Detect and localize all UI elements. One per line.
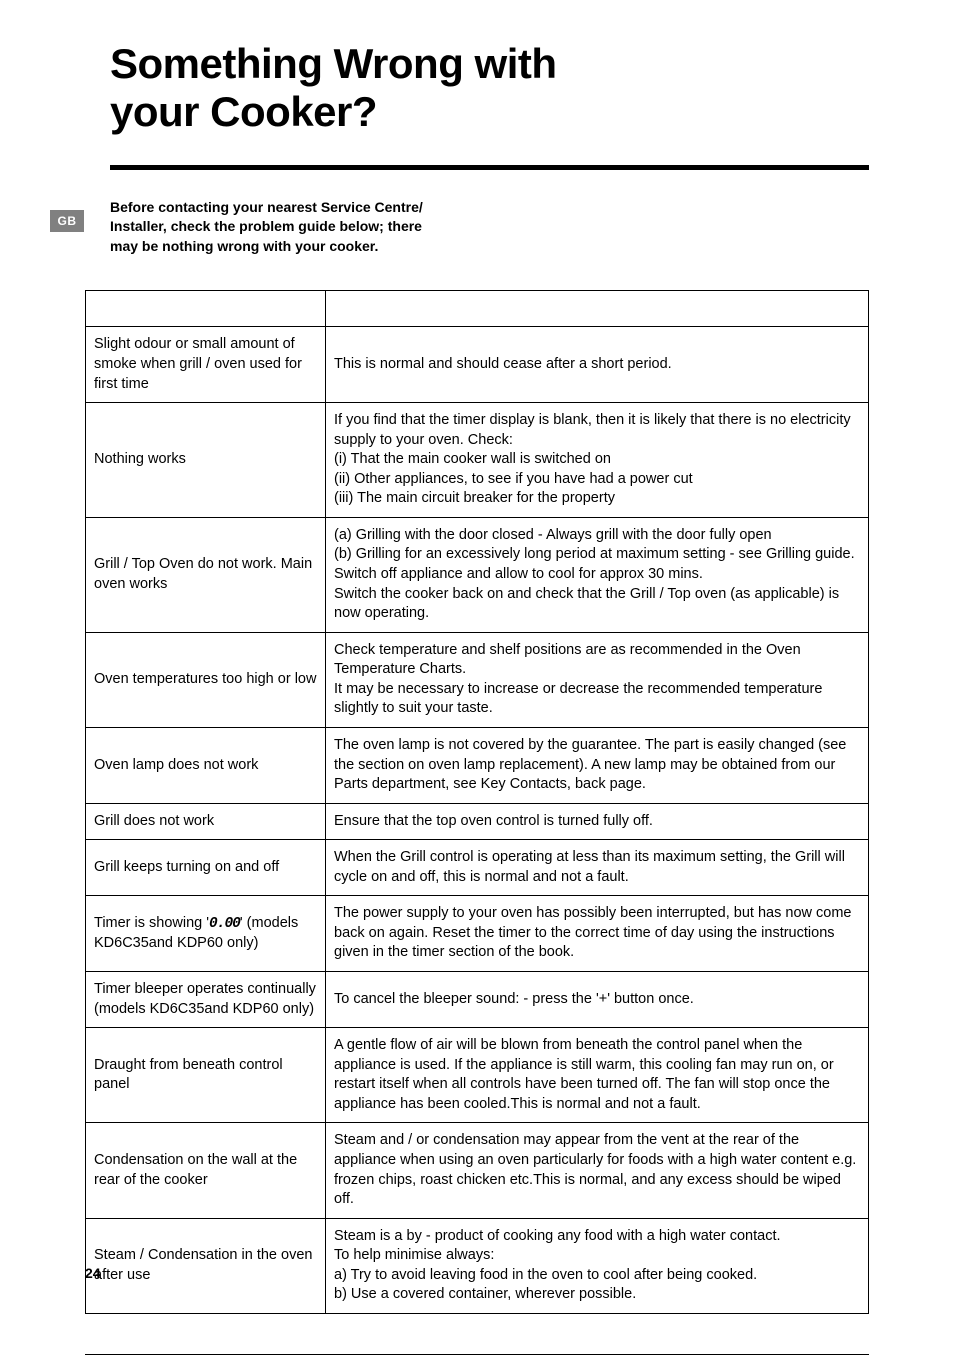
table-row: Grill does not workEnsure that the top o… bbox=[86, 803, 869, 840]
solution-cell: (a) Grilling with the door closed - Alwa… bbox=[326, 517, 869, 632]
problem-cell: Grill / Top Oven do not work. Main oven … bbox=[86, 517, 326, 632]
table-row: Nothing worksIf you find that the timer … bbox=[86, 403, 869, 518]
problem-cell: Timer is showing '0.00' (models KD6C35an… bbox=[86, 896, 326, 972]
table-row: Steam / Condensation in the oven after u… bbox=[86, 1218, 869, 1313]
table-header-row bbox=[86, 291, 869, 327]
solution-cell: A gentle flow of air will be blown from … bbox=[326, 1028, 869, 1123]
title-line-1: Something Wrong with bbox=[110, 40, 557, 87]
solution-cell: Steam is a by - product of cooking any f… bbox=[326, 1218, 869, 1313]
solution-cell: Check temperature and shelf positions ar… bbox=[326, 632, 869, 727]
problem-cell: Draught from beneath control panel bbox=[86, 1028, 326, 1123]
intro-row: GB Before contacting your nearest Servic… bbox=[50, 198, 869, 257]
problem-cell: Condensation on the wall at the rear of … bbox=[86, 1123, 326, 1218]
table-row: Timer is showing '0.00' (models KD6C35an… bbox=[86, 896, 869, 972]
table-row: Timer bleeper operates continually (mode… bbox=[86, 972, 869, 1028]
problem-text-prefix: Timer is showing ' bbox=[94, 915, 209, 931]
problem-cell: Timer bleeper operates continually (mode… bbox=[86, 972, 326, 1028]
problem-cell: Steam / Condensation in the oven after u… bbox=[86, 1218, 326, 1313]
problem-cell: Grill keeps turning on and off bbox=[86, 840, 326, 896]
solution-cell: If you find that the timer display is bl… bbox=[326, 403, 869, 518]
page-title: Something Wrong with your Cooker? bbox=[110, 40, 869, 137]
solution-cell: This is normal and should cease after a … bbox=[326, 327, 869, 403]
intro-text: Before contacting your nearest Service C… bbox=[110, 198, 450, 257]
problem-cell: Oven lamp does not work bbox=[86, 727, 326, 803]
table-row: Grill keeps turning on and offWhen the G… bbox=[86, 840, 869, 896]
troubleshooting-table-wrapper: Slight odour or small amount of smoke wh… bbox=[85, 290, 869, 1314]
problem-cell: Nothing works bbox=[86, 403, 326, 518]
table-row: Grill / Top Oven do not work. Main oven … bbox=[86, 517, 869, 632]
solution-cell: Steam and / or condensation may appear f… bbox=[326, 1123, 869, 1218]
table-row: Condensation on the wall at the rear of … bbox=[86, 1123, 869, 1218]
solution-cell: The oven lamp is not covered by the guar… bbox=[326, 727, 869, 803]
header-solution bbox=[326, 291, 869, 327]
title-divider bbox=[110, 165, 869, 170]
timer-display-value: 0.00 bbox=[209, 916, 240, 932]
solution-cell: The power supply to your oven has possib… bbox=[326, 896, 869, 972]
table-row: Oven temperatures too high or lowCheck t… bbox=[86, 632, 869, 727]
title-line-2: your Cooker? bbox=[110, 88, 377, 135]
solution-cell: When the Grill control is operating at l… bbox=[326, 840, 869, 896]
table-row: Oven lamp does not workThe oven lamp is … bbox=[86, 727, 869, 803]
header-problem bbox=[86, 291, 326, 327]
solution-cell: To cancel the bleeper sound: - press the… bbox=[326, 972, 869, 1028]
problem-cell: Oven temperatures too high or low bbox=[86, 632, 326, 727]
language-badge: GB bbox=[50, 210, 84, 232]
problem-cell: Slight odour or small amount of smoke wh… bbox=[86, 327, 326, 403]
troubleshooting-table: Slight odour or small amount of smoke wh… bbox=[85, 290, 869, 1314]
solution-cell: Ensure that the top oven control is turn… bbox=[326, 803, 869, 840]
problem-cell: Grill does not work bbox=[86, 803, 326, 840]
table-row: Draught from beneath control panelA gent… bbox=[86, 1028, 869, 1123]
table-row: Slight odour or small amount of smoke wh… bbox=[86, 327, 869, 403]
badge-text: GB bbox=[58, 214, 77, 228]
page-number: 24 bbox=[85, 1265, 101, 1281]
